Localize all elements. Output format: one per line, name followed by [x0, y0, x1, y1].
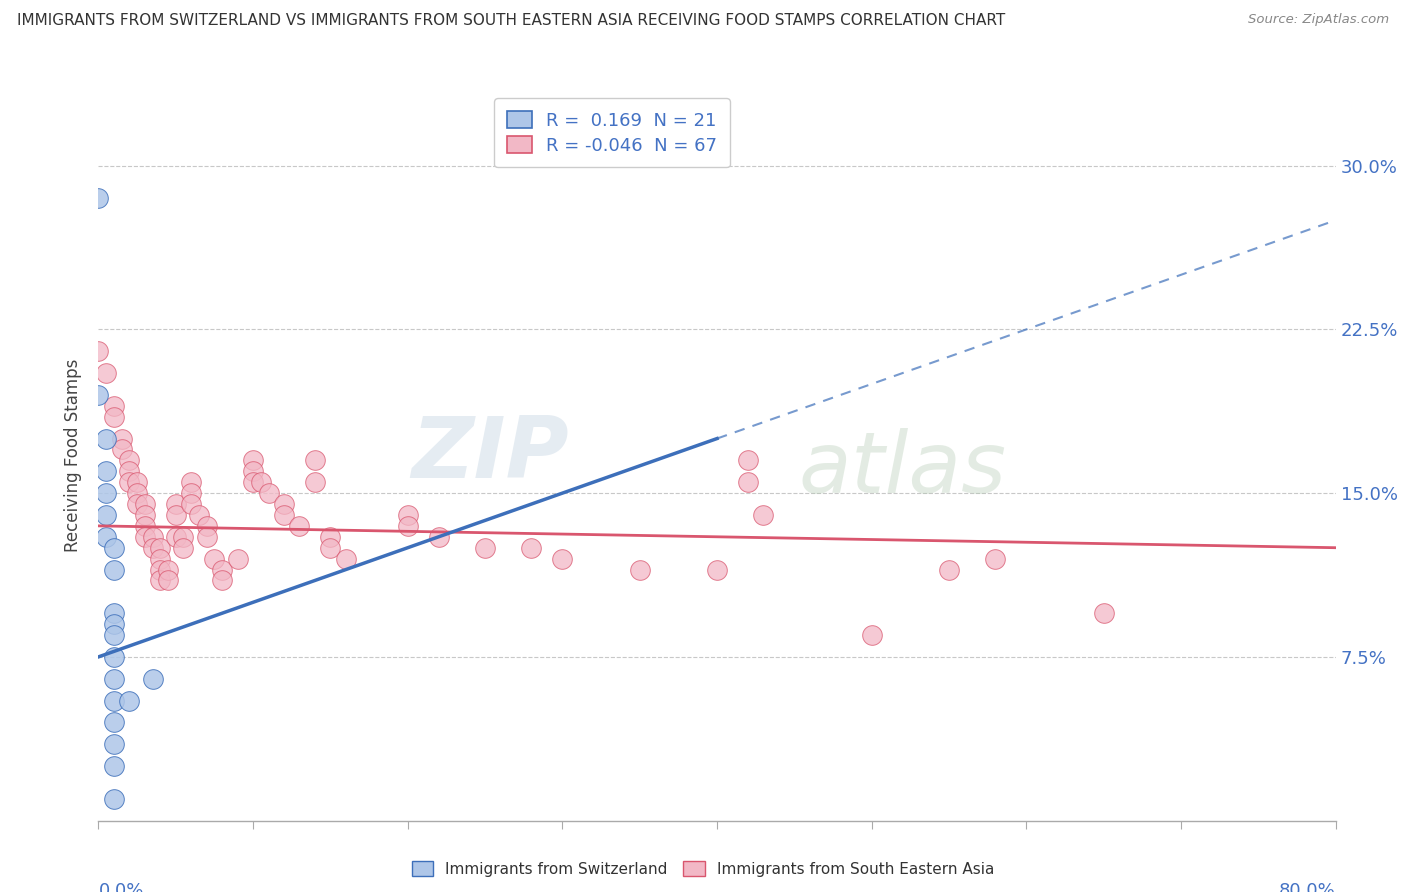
Point [195, 519, 218, 533]
Point [134, 519, 156, 533]
Point [319, 541, 342, 555]
Text: 80.0%: 80.0% [1279, 882, 1336, 892]
Point [195, 530, 218, 544]
Point [96, 530, 118, 544]
Point [273, 497, 295, 511]
Point [304, 453, 326, 467]
Point [96, 508, 118, 522]
Point [96, 464, 118, 478]
Point [165, 497, 187, 511]
Point [118, 693, 141, 707]
Point [103, 563, 125, 577]
Point [157, 563, 180, 577]
Point [173, 541, 195, 555]
Text: IMMIGRANTS FROM SWITZERLAND VS IMMIGRANTS FROM SOUTH EASTERN ASIA RECEIVING FOOD: IMMIGRANTS FROM SWITZERLAND VS IMMIGRANT… [17, 13, 1005, 29]
Point [628, 563, 651, 577]
Text: ZIP: ZIP [411, 413, 568, 497]
Point [737, 475, 759, 490]
Point [204, 551, 226, 566]
Point [87, 388, 110, 402]
Point [134, 508, 156, 522]
Point [860, 628, 883, 642]
Point [87, 344, 110, 359]
Point [103, 628, 125, 642]
Point [165, 508, 187, 522]
Point [396, 519, 419, 533]
Point [96, 486, 118, 500]
Point [188, 508, 211, 522]
Point [134, 530, 156, 544]
Point [127, 497, 149, 511]
Point [938, 563, 960, 577]
Text: Source: ZipAtlas.com: Source: ZipAtlas.com [1249, 13, 1389, 27]
Point [103, 792, 125, 806]
Point [520, 541, 543, 555]
Point [737, 453, 759, 467]
Text: 0.0%: 0.0% [98, 882, 143, 892]
Point [149, 551, 172, 566]
Point [1092, 606, 1115, 620]
Point [157, 574, 180, 588]
Legend: R =  0.169  N = 21, R = -0.046  N = 67: R = 0.169 N = 21, R = -0.046 N = 67 [494, 98, 730, 168]
Point [103, 693, 125, 707]
Point [149, 541, 172, 555]
Point [103, 759, 125, 773]
Point [180, 475, 202, 490]
Point [96, 366, 118, 380]
Point [304, 475, 326, 490]
Point [103, 399, 125, 413]
Point [111, 432, 134, 446]
Point [752, 508, 775, 522]
Point [474, 541, 496, 555]
Point [242, 464, 264, 478]
Point [242, 475, 264, 490]
Point [180, 486, 202, 500]
Point [127, 475, 149, 490]
Point [180, 497, 202, 511]
Point [103, 672, 125, 686]
Point [118, 475, 141, 490]
Legend: Immigrants from Switzerland, Immigrants from South Eastern Asia: Immigrants from Switzerland, Immigrants … [405, 854, 1001, 884]
Point [103, 606, 125, 620]
Point [127, 486, 149, 500]
Point [319, 530, 342, 544]
Point [149, 574, 172, 588]
Point [134, 497, 156, 511]
Text: atlas: atlas [799, 428, 1007, 511]
Point [211, 563, 233, 577]
Point [226, 551, 249, 566]
Point [118, 453, 141, 467]
Point [96, 432, 118, 446]
Point [142, 541, 165, 555]
Point [111, 442, 134, 457]
Point [335, 551, 357, 566]
Point [149, 563, 172, 577]
Point [103, 737, 125, 751]
Point [173, 530, 195, 544]
Point [396, 508, 419, 522]
Point [242, 453, 264, 467]
Point [103, 649, 125, 664]
Point [118, 464, 141, 478]
Point [427, 530, 450, 544]
Point [103, 541, 125, 555]
Point [250, 475, 273, 490]
Point [288, 519, 311, 533]
Point [142, 672, 165, 686]
Point [103, 715, 125, 730]
Point [273, 508, 295, 522]
Y-axis label: Receiving Food Stamps: Receiving Food Stamps [65, 359, 83, 551]
Point [984, 551, 1007, 566]
Point [87, 191, 110, 205]
Point [165, 530, 187, 544]
Point [551, 551, 574, 566]
Point [706, 563, 728, 577]
Point [103, 409, 125, 424]
Point [142, 530, 165, 544]
Point [103, 617, 125, 632]
Point [211, 574, 233, 588]
Point [257, 486, 280, 500]
